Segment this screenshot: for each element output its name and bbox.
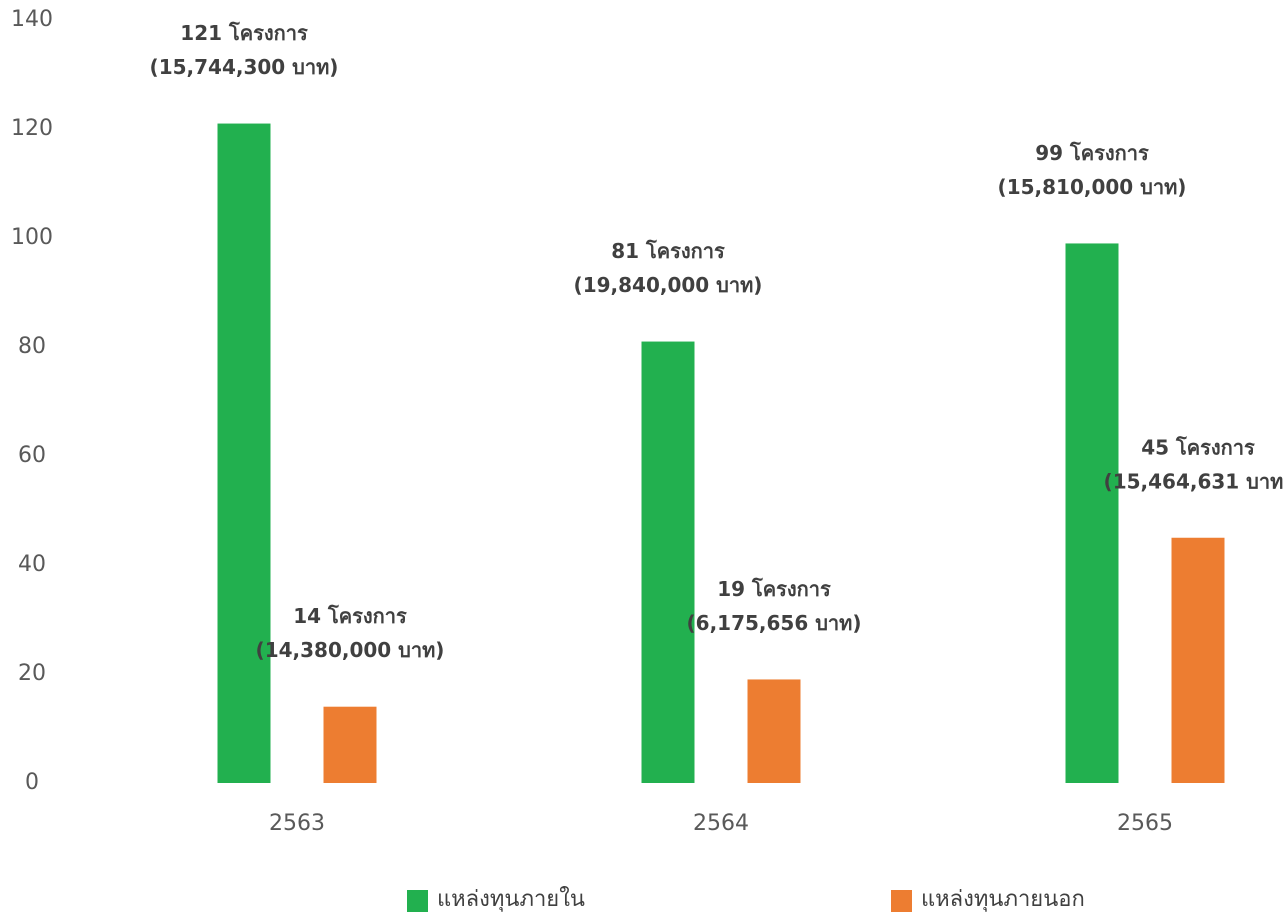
y-tick-label: 0 — [25, 770, 39, 795]
legend-swatch — [891, 890, 912, 912]
y-tick-label: 80 — [18, 334, 46, 359]
y-tick-label: 140 — [11, 7, 53, 32]
legend-label: แหล่งทุนภายนอก — [921, 887, 1085, 912]
x-tick-label: 2565 — [1117, 811, 1173, 836]
x-tick-label: 2563 — [269, 811, 325, 836]
y-tick-label: 60 — [18, 443, 46, 468]
bar — [217, 123, 271, 784]
value-label: 81 โครงการ — [611, 239, 725, 263]
bar — [747, 679, 801, 783]
budget-label: (15,464,631 บาท) — [1104, 469, 1284, 493]
value-label: 121 โครงการ — [180, 21, 308, 45]
y-tick-label: 40 — [18, 552, 46, 577]
x-tick-label: 2564 — [693, 811, 749, 836]
bar — [323, 706, 377, 783]
budget-label: (15,744,300 บาท) — [150, 55, 339, 79]
value-label: 14 โครงการ — [293, 604, 407, 628]
value-label: 45 โครงการ — [1141, 435, 1255, 459]
y-tick-label: 120 — [11, 116, 53, 141]
value-label: 99 โครงการ — [1035, 141, 1149, 165]
budget-label: (6,175,656 บาท) — [687, 611, 862, 635]
y-tick-label: 100 — [11, 225, 53, 250]
legend-swatch — [407, 890, 428, 912]
value-label: 19 โครงการ — [717, 577, 831, 601]
bar — [1171, 537, 1225, 783]
budget-label: (14,380,000 บาท) — [256, 638, 445, 662]
budget-label: (15,810,000 บาท) — [998, 175, 1187, 199]
bar — [1065, 243, 1119, 783]
bar — [641, 341, 695, 783]
y-tick-label: 20 — [18, 661, 46, 686]
budget-label: (19,840,000 บาท) — [574, 273, 763, 297]
legend-label: แหล่งทุนภายใน — [437, 886, 585, 912]
